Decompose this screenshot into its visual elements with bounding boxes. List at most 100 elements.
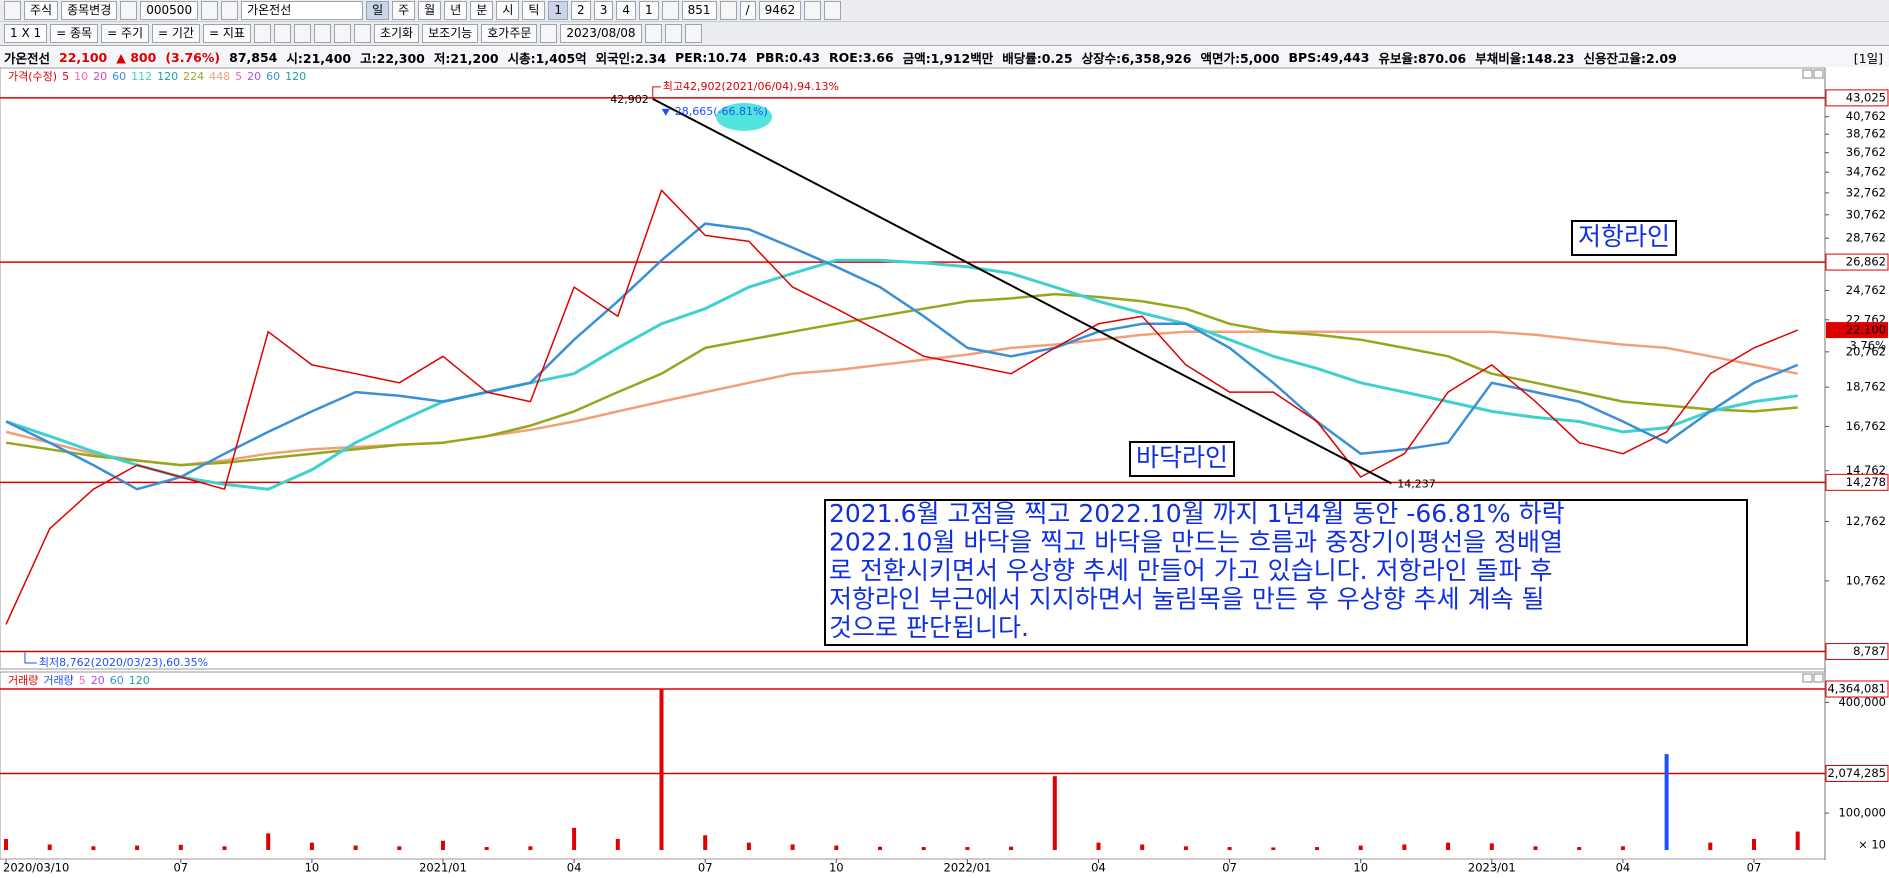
volume-bar bbox=[1227, 847, 1232, 850]
toolbar-button[interactable]: 년 bbox=[444, 1, 468, 20]
y-tick-label: 36,762 bbox=[1846, 145, 1886, 159]
toolbar-button[interactable]: 주 bbox=[392, 1, 416, 20]
toolbar-button[interactable]: 1 X 1 bbox=[4, 24, 48, 43]
tool-icon[interactable] bbox=[313, 24, 331, 43]
volume-bar bbox=[703, 835, 708, 850]
toolbar-button[interactable]: 2 bbox=[571, 1, 591, 20]
toolbar-button[interactable]: 초기화 bbox=[373, 24, 420, 43]
y-tick-label: 40,762 bbox=[1846, 109, 1886, 123]
volume-bar bbox=[1533, 846, 1538, 850]
y-tick-label: 18,762 bbox=[1846, 380, 1886, 394]
favorite-icon[interactable] bbox=[221, 1, 239, 20]
save-icon[interactable] bbox=[824, 1, 842, 20]
info-item: 시:21,400 bbox=[286, 50, 352, 66]
y-tick-label: 400,000 bbox=[1838, 695, 1886, 709]
dropdown-icon[interactable] bbox=[540, 24, 558, 43]
volume-bar bbox=[1315, 847, 1319, 850]
tool-icon[interactable] bbox=[353, 24, 371, 43]
legend-item: 거래량 bbox=[43, 674, 73, 687]
x-tick-label: 2020/03/10 bbox=[3, 861, 69, 875]
volume-bar bbox=[1358, 845, 1363, 850]
volume-bar bbox=[746, 842, 751, 850]
legend-item: 60 bbox=[266, 70, 280, 83]
x-tick-label: 04 bbox=[1091, 861, 1106, 875]
info-item: 외국인:2.34 bbox=[595, 50, 667, 66]
volume-bar bbox=[1620, 846, 1625, 850]
legend-item: 120 bbox=[285, 70, 306, 83]
tool-icon[interactable] bbox=[273, 24, 291, 43]
pane-button[interactable] bbox=[1813, 69, 1824, 79]
legend-item: 5 bbox=[79, 674, 86, 687]
toolbar-button[interactable]: 일 bbox=[366, 1, 390, 20]
tool-icon[interactable] bbox=[253, 24, 271, 43]
toolbar-button[interactable]: 1 bbox=[638, 1, 659, 20]
toolbar-button[interactable]: = 기간 bbox=[152, 24, 200, 43]
toolbar-button[interactable]: 종목변경 bbox=[61, 1, 118, 20]
line-label: 저항라인 bbox=[1578, 222, 1670, 251]
toolbar-button[interactable]: = 주기 bbox=[101, 24, 150, 43]
tool-icon[interactable] bbox=[333, 24, 351, 43]
info-bar: 가온전선 22,100 ▲ 800 (3.76%) 87,854 시:21,400 고:22… bbox=[0, 47, 1889, 67]
info-item: 저:21,200 bbox=[433, 50, 499, 66]
y-tick-label: 14,762 bbox=[1846, 463, 1886, 477]
tool-icon[interactable] bbox=[644, 24, 662, 43]
info-item: 가온전선 bbox=[4, 50, 51, 66]
y-tick-label: 16,762 bbox=[1846, 419, 1886, 433]
info-item: 유보율:870.06 bbox=[1378, 50, 1467, 66]
toolbar-button[interactable]: 주식 bbox=[24, 1, 59, 20]
dropdown-icon[interactable] bbox=[120, 1, 138, 20]
y-tick-label: 12,762 bbox=[1846, 514, 1886, 528]
info-item: 상장수:6,358,926 bbox=[1081, 50, 1192, 66]
volume-bar bbox=[572, 827, 577, 850]
toolbar-button[interactable]: 호가주문 bbox=[481, 24, 538, 43]
toolbar-button[interactable]: = 종목 bbox=[50, 24, 99, 43]
toolbar-button[interactable]: 보조기능 bbox=[422, 24, 479, 43]
toolbar-button[interactable]: 가온전선 bbox=[241, 1, 364, 20]
toolbar-button[interactable]: / bbox=[739, 1, 756, 20]
line-label: 바닥라인 bbox=[1136, 443, 1228, 472]
toolbar-button[interactable]: 1 bbox=[548, 1, 569, 20]
last-change-label: 3.76% bbox=[1849, 339, 1886, 353]
pane-button[interactable] bbox=[1802, 69, 1813, 79]
pane-button[interactable] bbox=[1813, 673, 1824, 683]
toolbar-button[interactable]: 틱 bbox=[522, 1, 546, 20]
drop-label: 28,665(-66.81%) bbox=[675, 105, 768, 118]
nav-icon[interactable] bbox=[804, 1, 822, 20]
volume-bar bbox=[1271, 847, 1276, 850]
toolbar-button[interactable]: 851 bbox=[681, 1, 717, 20]
volume-bar bbox=[484, 847, 489, 850]
legend-item: 224 bbox=[183, 70, 204, 83]
volume-bar bbox=[965, 847, 970, 850]
dropdown-icon[interactable] bbox=[661, 1, 679, 20]
dropdown-icon[interactable] bbox=[719, 1, 737, 20]
commentary-line: 저항라인 부근에서 지지하면서 눌림목을 만든 후 우상향 추세 계속 될 bbox=[829, 585, 1545, 614]
search-icon[interactable] bbox=[201, 1, 219, 20]
toolbar-button[interactable]: = 지표 bbox=[202, 24, 251, 43]
pane-button[interactable] bbox=[1802, 673, 1813, 683]
tool-icon[interactable] bbox=[684, 24, 702, 43]
toolbar-row: 1 X 1 = 종목 = 주기 = 기간 = 지표 초기화 보조기능 호가주문 2023/08/… bbox=[0, 22, 1889, 46]
low-marker bbox=[24, 652, 37, 664]
toolbar-button[interactable]: 000500 bbox=[140, 1, 199, 20]
toolbar-button[interactable]: 3 bbox=[593, 1, 614, 20]
info-item: BPS:49,443 bbox=[1288, 49, 1370, 65]
commentary-line: 2021.6월 고점을 찍고 2022.10월 까지 1년4월 동안 -66.8… bbox=[829, 499, 1565, 528]
toolbar-button[interactable]: 2023/08/08 bbox=[560, 24, 642, 43]
info-item: 신용잔고율:2.09 bbox=[1583, 50, 1677, 66]
level-label-box bbox=[1825, 253, 1889, 271]
nav-icon[interactable] bbox=[4, 1, 21, 20]
trend-line bbox=[652, 97, 1392, 485]
price-series bbox=[5, 222, 1799, 491]
toolbar-button[interactable]: 4 bbox=[616, 1, 636, 20]
toolbar-button[interactable]: 분 bbox=[470, 1, 494, 20]
commentary-line: 것으로 판단됩니다. bbox=[829, 613, 1029, 642]
tool-icon[interactable] bbox=[664, 24, 682, 43]
toolbar-button[interactable]: 시 bbox=[496, 1, 520, 20]
toolbar-button[interactable]: 월 bbox=[418, 1, 442, 20]
toolbar-button[interactable]: 9462 bbox=[758, 1, 802, 20]
volume-pane bbox=[0, 671, 1826, 860]
period-label[interactable]: [1일] bbox=[1853, 50, 1883, 66]
volume-bar bbox=[1009, 846, 1014, 850]
tool-icon[interactable] bbox=[293, 24, 311, 43]
